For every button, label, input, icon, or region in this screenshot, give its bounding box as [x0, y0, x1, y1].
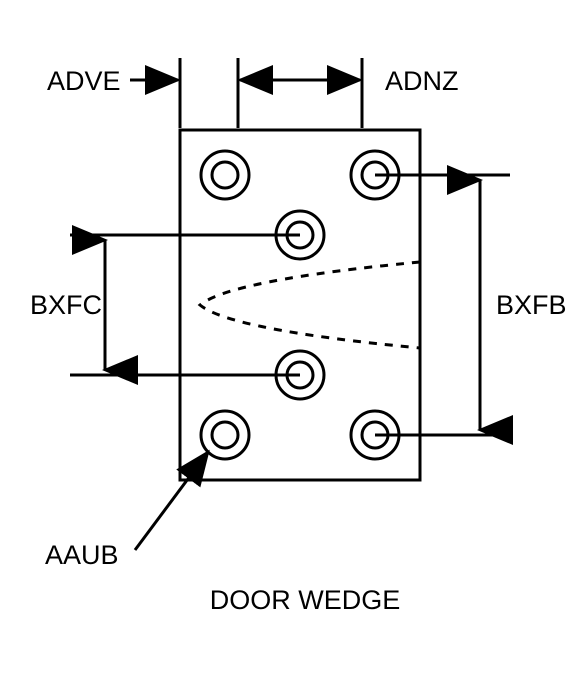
dim-adnz	[238, 58, 362, 128]
label-aaub: AAUB	[45, 540, 119, 571]
hole-top-left	[201, 151, 249, 199]
label-adve: ADVE	[47, 66, 121, 97]
hole-bottom-left	[201, 411, 249, 459]
label-adnz: ADNZ	[385, 66, 459, 97]
label-bxfb: BXFB	[496, 290, 567, 321]
dim-bxfc	[70, 235, 300, 375]
wedge-profile	[200, 262, 420, 348]
label-bxfc: BXFC	[30, 290, 102, 321]
diagram-title: DOOR WEDGE	[195, 585, 415, 616]
dim-bxfb	[375, 175, 510, 435]
dim-adve	[130, 58, 180, 128]
leader-aaub	[135, 452, 208, 550]
